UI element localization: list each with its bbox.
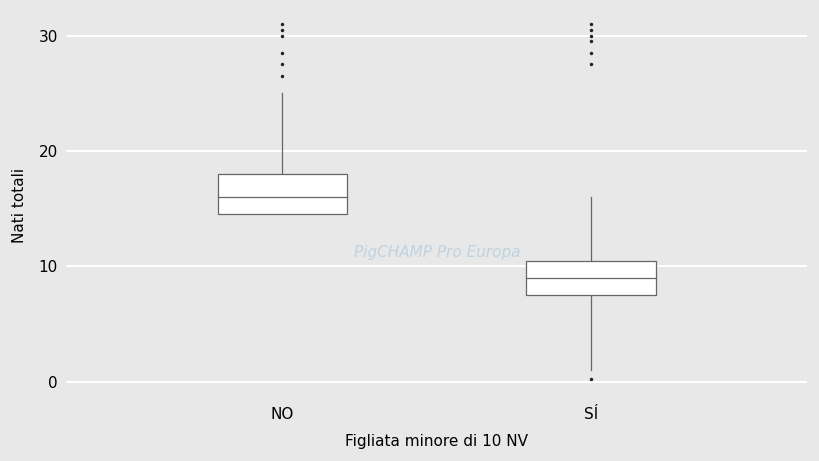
X-axis label: Figliata minore di 10 NV: Figliata minore di 10 NV — [345, 433, 527, 449]
Bar — [217, 174, 347, 214]
Bar — [526, 260, 655, 295]
Text: PigCHAMP Pro Europa: PigCHAMP Pro Europa — [353, 245, 519, 260]
Y-axis label: Nati totali: Nati totali — [12, 168, 28, 243]
